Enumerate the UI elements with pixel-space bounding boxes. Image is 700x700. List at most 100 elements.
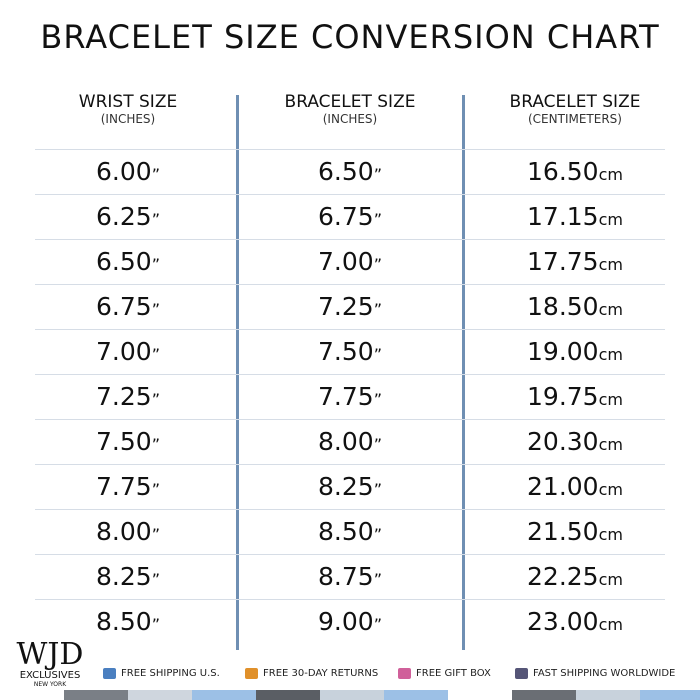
table-cell: 8.00” [18, 517, 238, 546]
cell-unit: ” [151, 345, 160, 364]
column-subtitle: (INCHES) [100, 112, 156, 126]
table-cell: 17.15cm [465, 202, 685, 231]
column-header: WRIST SIZE (INCHES) [18, 92, 238, 126]
cell-unit: ” [373, 345, 382, 364]
cell-value: 6.00 [96, 157, 152, 186]
row-rule [35, 284, 665, 285]
column-subtitle: (CENTIMETERS) [528, 112, 622, 126]
table-cell: 9.00” [240, 607, 460, 636]
feature-icon [515, 668, 528, 679]
cell-value: 7.00 [318, 247, 374, 276]
column-title: WRIST SIZE [78, 92, 178, 112]
cell-unit: ” [151, 165, 160, 184]
table-cell: 21.00cm [465, 472, 685, 501]
cell-unit: ” [373, 525, 382, 544]
table-cell: 6.00” [18, 157, 238, 186]
table-cell: 8.50” [240, 517, 460, 546]
cell-value: 7.25 [96, 382, 152, 411]
cell-unit: cm [598, 615, 623, 634]
table-cell: 21.50cm [465, 517, 685, 546]
color-strip [128, 690, 192, 700]
table-cell: 8.75” [240, 562, 460, 591]
column-divider [236, 95, 239, 650]
color-strip [512, 690, 576, 700]
cell-value: 6.75 [318, 202, 374, 231]
table-cell: 19.00cm [465, 337, 685, 366]
table-cell: 22.25cm [465, 562, 685, 591]
row-rule [35, 419, 665, 420]
feature-text: FREE 30-DAY RETURNS [263, 668, 379, 679]
cell-value: 8.50 [96, 607, 152, 636]
feature-icon [245, 668, 258, 679]
cell-unit: cm [598, 345, 623, 364]
cell-value: 6.75 [96, 292, 152, 321]
cell-unit: cm [598, 390, 623, 409]
cell-unit: ” [151, 390, 160, 409]
feature-text: FREE SHIPPING U.S. [121, 668, 220, 679]
cell-value: 17.15 [527, 202, 599, 231]
table-cell: 6.75” [18, 292, 238, 321]
column-title: BRACELET SIZE [284, 92, 416, 112]
cell-value: 8.25 [96, 562, 152, 591]
cell-value: 22.25 [527, 562, 599, 591]
cell-value: 8.00 [318, 427, 374, 456]
cell-value: 9.00 [318, 607, 374, 636]
feature: FREE GIFT BOX [398, 668, 491, 679]
column-subtitle: (INCHES) [322, 112, 378, 126]
row-rule [35, 149, 665, 150]
cell-unit: cm [598, 255, 623, 274]
table-cell: 7.75” [240, 382, 460, 411]
table-cell: 20.30cm [465, 427, 685, 456]
cell-unit: ” [373, 210, 382, 229]
table-cell: 7.25” [240, 292, 460, 321]
logo-name: WJD [16, 637, 84, 672]
cell-value: 7.50 [96, 427, 152, 456]
feature-text: FREE GIFT BOX [416, 668, 491, 679]
cell-value: 7.75 [96, 472, 152, 501]
cell-unit: ” [373, 165, 382, 184]
color-strip [384, 690, 448, 700]
cell-unit: ” [151, 525, 160, 544]
cell-unit: ” [151, 570, 160, 589]
table-cell: 19.75cm [465, 382, 685, 411]
feature-icon [398, 668, 411, 679]
feature: FREE SHIPPING U.S. [103, 668, 220, 679]
cell-unit: ” [373, 255, 382, 274]
cell-unit: ” [151, 300, 160, 319]
row-rule [35, 239, 665, 240]
feature-text: FAST SHIPPING WORLDWIDE [533, 668, 676, 679]
cell-value: 19.75 [527, 382, 599, 411]
row-rule [35, 464, 665, 465]
column-header: BRACELET SIZE (CENTIMETERS) [465, 92, 685, 126]
table-cell: 7.50” [18, 427, 238, 456]
cell-unit: ” [151, 255, 160, 274]
title: BRACELET SIZE CONVERSION CHART [40, 18, 660, 56]
feature: FREE 30-DAY RETURNS [245, 668, 378, 679]
cell-unit: ” [373, 435, 382, 454]
table-cell: 6.75” [240, 202, 460, 231]
cell-value: 6.25 [96, 202, 152, 231]
cell-unit: ” [373, 390, 382, 409]
cell-unit: ” [151, 210, 160, 229]
cell-value: 23.00 [527, 607, 599, 636]
cell-unit: ” [151, 615, 160, 634]
color-strip [192, 690, 256, 700]
table-cell: 18.50cm [465, 292, 685, 321]
cell-unit: cm [598, 435, 623, 454]
table-cell: 8.25” [240, 472, 460, 501]
table-cell: 6.50” [18, 247, 238, 276]
color-strip [256, 690, 320, 700]
feature-icon [103, 668, 116, 679]
cell-value: 21.50 [527, 517, 599, 546]
cell-unit: ” [373, 300, 382, 319]
table-cell: 7.00” [240, 247, 460, 276]
cell-unit: cm [598, 300, 623, 319]
logo-line: NEW YORK [33, 681, 67, 688]
cell-value: 7.50 [318, 337, 374, 366]
table-cell: 7.25” [18, 382, 238, 411]
logo-line: EXCLUSIVES [19, 670, 81, 681]
color-strip [64, 690, 128, 700]
cell-unit: cm [598, 165, 623, 184]
cell-value: 18.50 [527, 292, 599, 321]
cell-unit: ” [373, 480, 382, 499]
